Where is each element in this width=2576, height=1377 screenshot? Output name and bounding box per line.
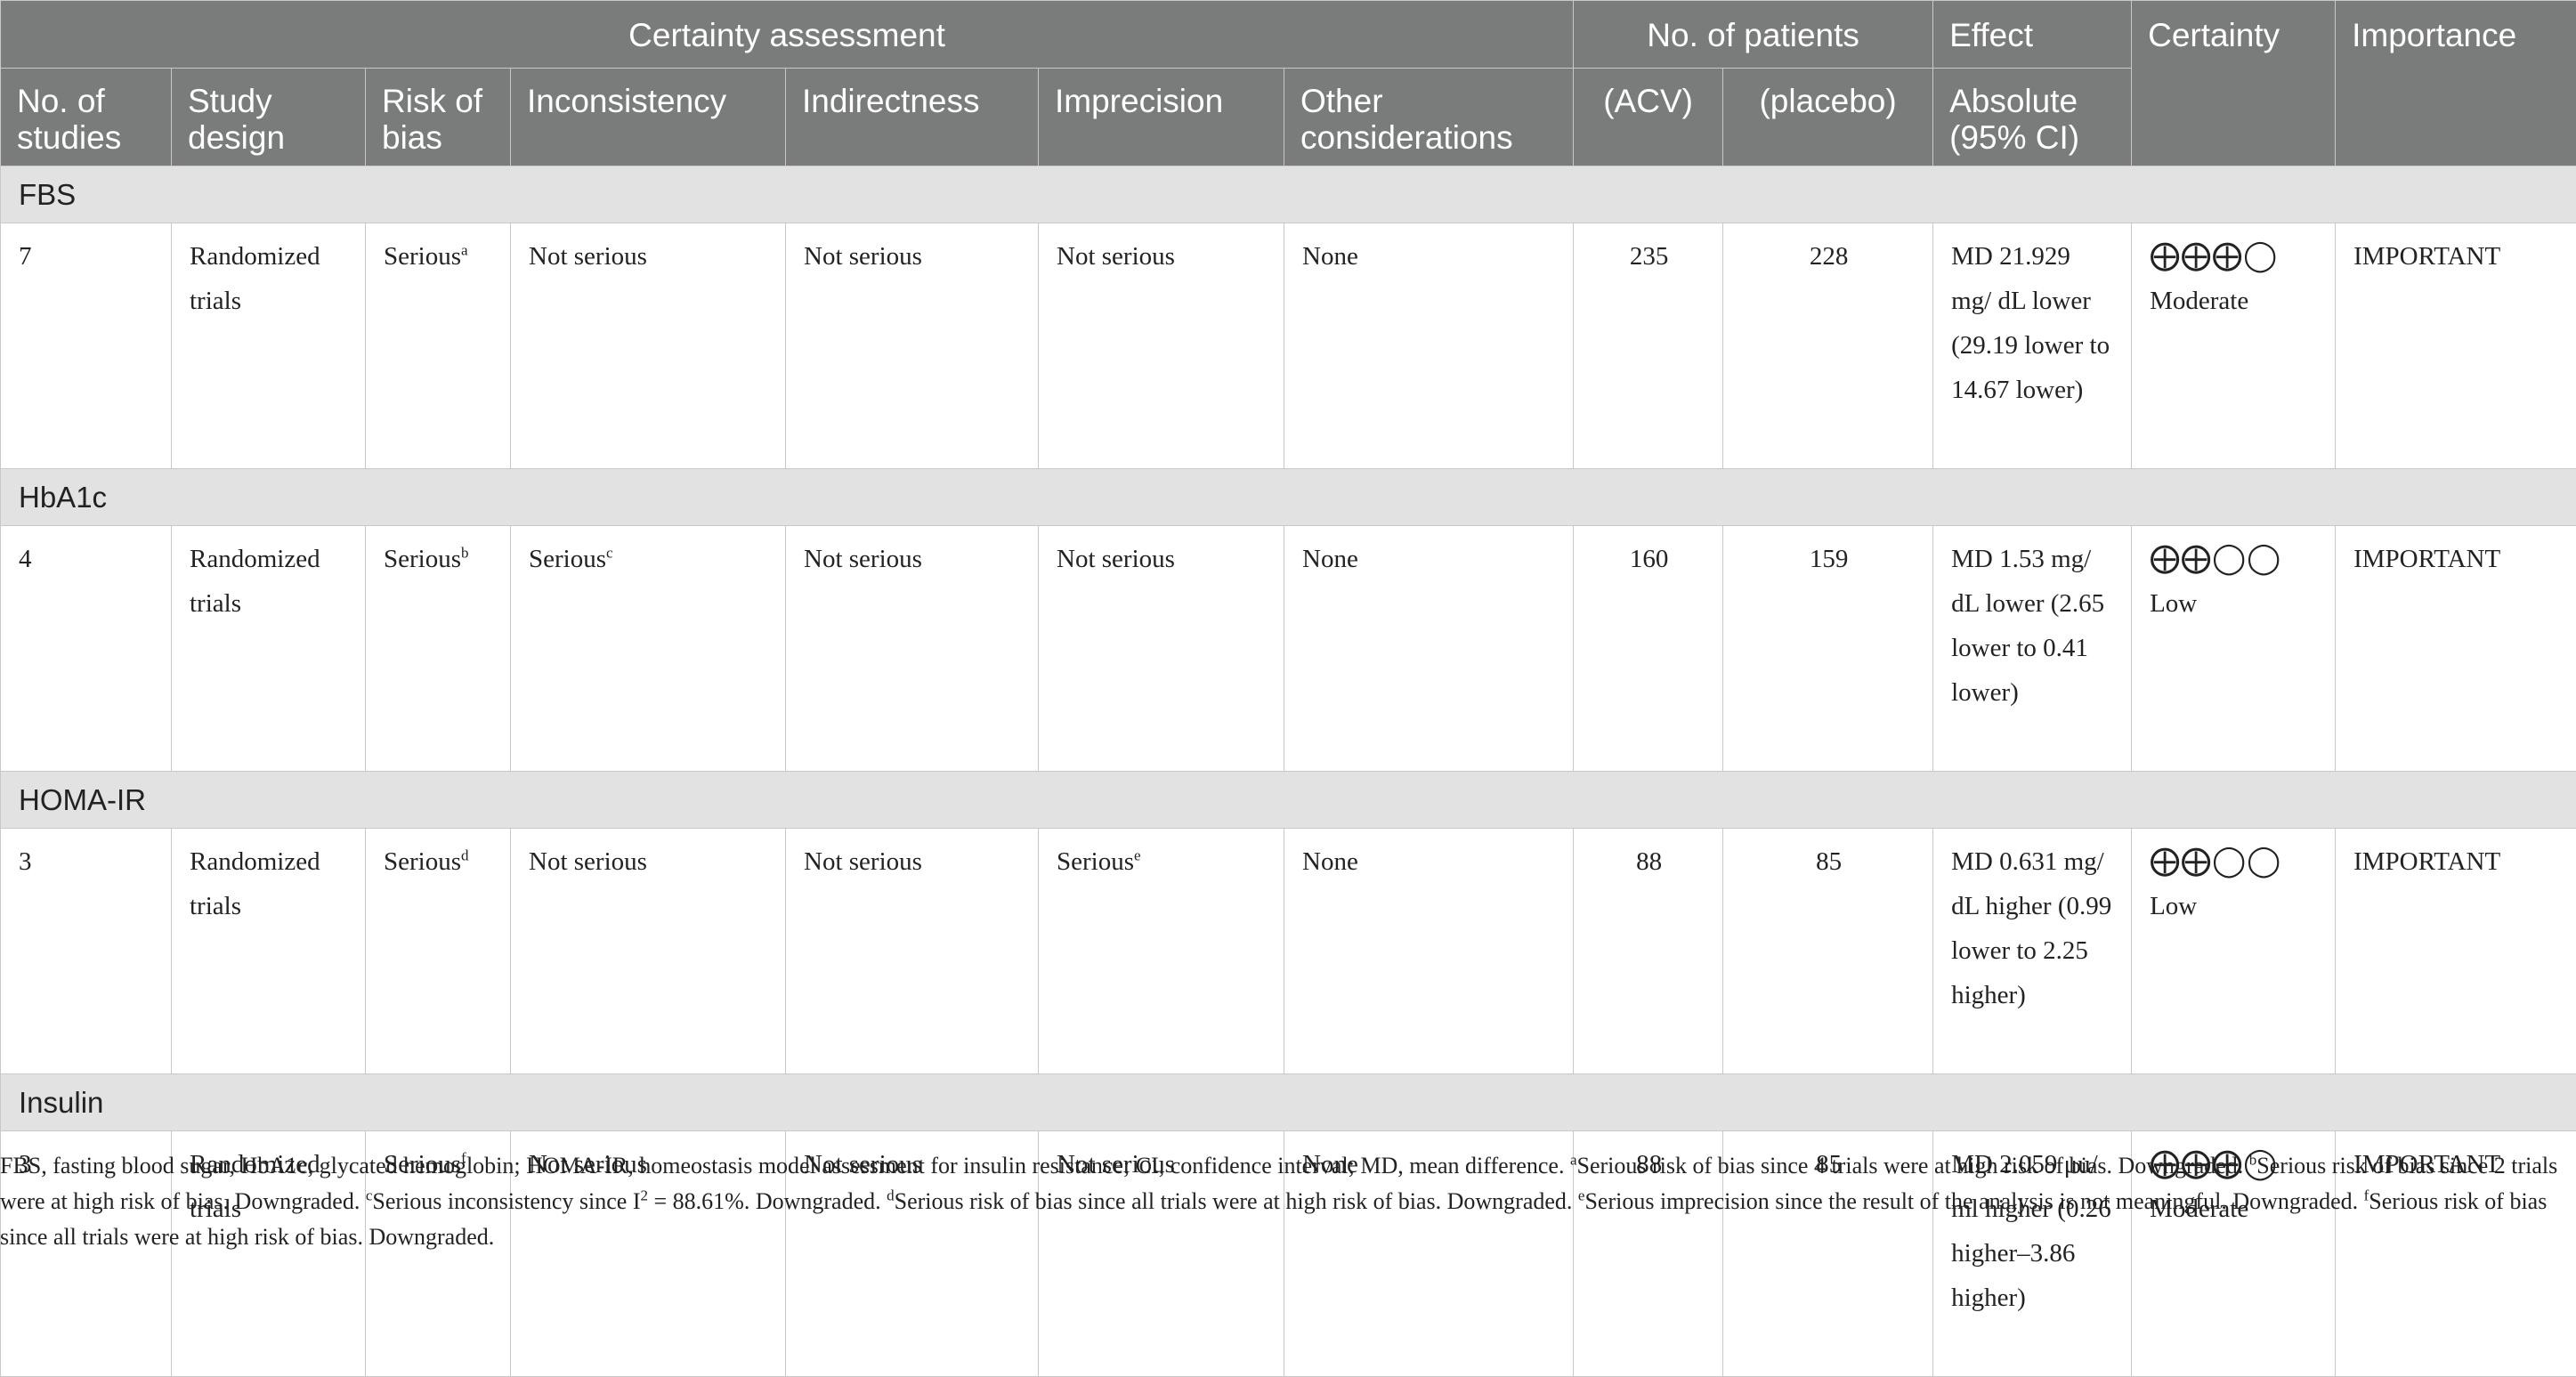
header-certainty-assessment: Certainty assessment (1, 1, 1574, 69)
inconsistency-cell: Not serious (511, 829, 786, 1074)
placebo-cell: 159 (1723, 526, 1933, 772)
certainty-label: Low (2150, 884, 2319, 928)
inconsistency-cell: Not serious (511, 223, 786, 469)
imprecision-cell: Not serious (1039, 223, 1284, 469)
absolute-effect-cell: MD 21.929 mg/ dL lower (29.19 lower to 1… (1933, 223, 2132, 469)
risk-of-bias-cell: Seriousb (366, 526, 511, 772)
indirectness-cell: Not serious (786, 223, 1039, 469)
design-cell: Randomized trials (172, 223, 366, 469)
studies-cell: 4 (1, 526, 172, 772)
header-effect: Effect (1933, 1, 2132, 69)
design-cell: Randomized trials (172, 829, 366, 1074)
risk-of-bias-cell: Seriousa (366, 223, 511, 469)
inconsistency-cell: Seriousc (511, 526, 786, 772)
absolute-effect-cell: MD 0.631 mg/ dL higher (0.99 lower to 2.… (1933, 829, 2132, 1074)
header-no-of-studies: No. of studies (1, 69, 172, 166)
header-acv: (ACV) (1574, 69, 1723, 166)
imprecision-cell: Not serious (1039, 526, 1284, 772)
imprecision-cell: Seriouse (1039, 829, 1284, 1074)
studies-cell: 7 (1, 223, 172, 469)
design-cell: Randomized trials (172, 526, 366, 772)
certainty-cell: ⨁⨁◯◯Low (2132, 829, 2336, 1074)
other-considerations-cell: None (1284, 526, 1574, 772)
certainty-label: Low (2150, 581, 2319, 626)
header-importance: Importance (2336, 1, 2576, 166)
header-risk-of-bias: Risk of bias (366, 69, 511, 166)
header-certainty: Certainty (2132, 1, 2336, 166)
acv-cell: 235 (1574, 223, 1723, 469)
header-placebo: (placebo) (1723, 69, 1933, 166)
outcome-label: HOMA-IR (1, 772, 2576, 829)
table-row: 4 Randomized trials Seriousb Seriousc No… (1, 526, 2576, 772)
studies-cell: 3 (1, 829, 172, 1074)
indirectness-cell: Not serious (786, 829, 1039, 1074)
placebo-cell: 85 (1723, 829, 1933, 1074)
header-imprecision: Imprecision (1039, 69, 1284, 166)
header-inconsistency: Inconsistency (511, 69, 786, 166)
other-considerations-cell: None (1284, 223, 1574, 469)
absolute-effect-cell: MD 1.53 mg/ dL lower (2.65 lower to 0.41… (1933, 526, 2132, 772)
header-no-of-patients: No. of patients (1574, 1, 1933, 69)
header-indirectness: Indirectness (786, 69, 1039, 166)
importance-cell: IMPORTANT (2336, 526, 2576, 772)
importance-cell: IMPORTANT (2336, 223, 2576, 469)
table-footnote: FBS, fasting blood sugar, HbA1c, glycate… (0, 1148, 2564, 1255)
certainty-symbols-icon: ⨁⨁◯◯ (2150, 839, 2319, 884)
certainty-cell: ⨁⨁◯◯Low (2132, 526, 2336, 772)
outcome-label: Insulin (1, 1074, 2576, 1131)
other-considerations-cell: None (1284, 829, 1574, 1074)
header-other-considerations: Other considerations (1284, 69, 1574, 166)
outcome-label: FBS (1, 166, 2576, 223)
placebo-cell: 228 (1723, 223, 1933, 469)
header-absolute: Absolute (95% CI) (1933, 69, 2132, 166)
acv-cell: 88 (1574, 829, 1723, 1074)
indirectness-cell: Not serious (786, 526, 1039, 772)
certainty-symbols-icon: ⨁⨁◯◯ (2150, 537, 2319, 581)
header-study-design: Study design (172, 69, 366, 166)
outcome-label: HbA1c (1, 469, 2576, 526)
certainty-symbols-icon: ⨁⨁⨁◯ (2150, 234, 2319, 279)
certainty-label: Moderate (2150, 279, 2319, 323)
table-row: 7 Randomized trials Seriousa Not serious… (1, 223, 2576, 469)
importance-cell: IMPORTANT (2336, 829, 2576, 1074)
acv-cell: 160 (1574, 526, 1723, 772)
risk-of-bias-cell: Seriousd (366, 829, 511, 1074)
certainty-cell: ⨁⨁⨁◯Moderate (2132, 223, 2336, 469)
table-row: 3 Randomized trials Seriousd Not serious… (1, 829, 2576, 1074)
